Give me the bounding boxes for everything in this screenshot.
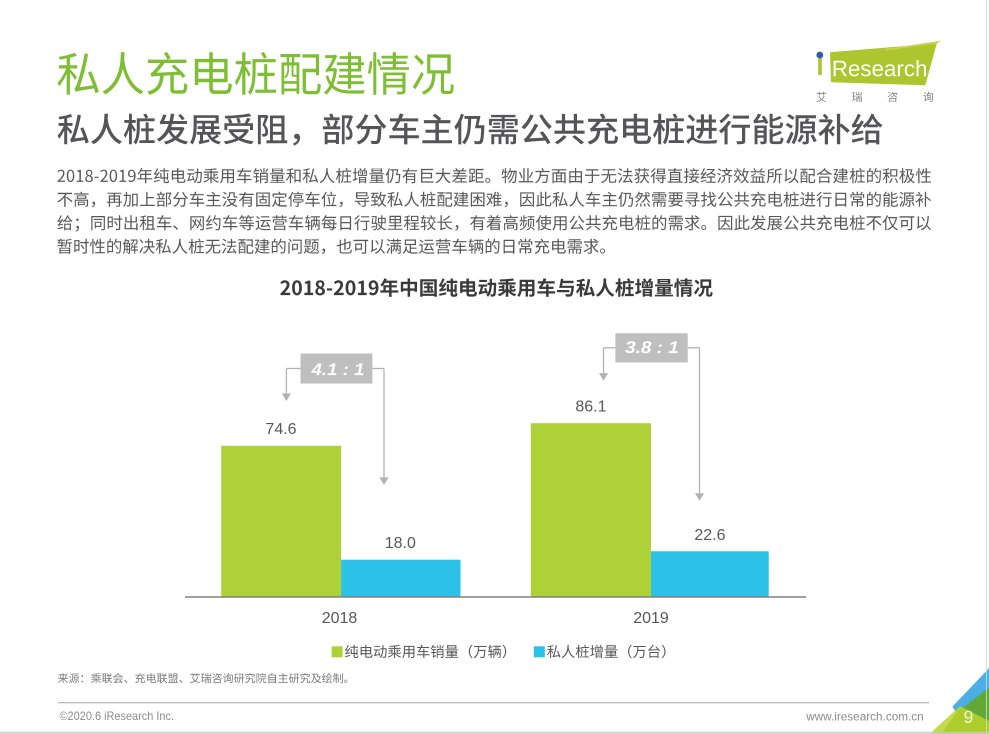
svg-text:74.6: 74.6: [265, 421, 296, 438]
svg-text:22.6: 22.6: [694, 527, 725, 544]
svg-text:2019: 2019: [633, 610, 669, 627]
svg-text:86.1: 86.1: [575, 399, 606, 416]
svg-text:www.iresearch.com.cn: www.iresearch.com.cn: [805, 709, 923, 723]
svg-text:18.0: 18.0: [385, 535, 416, 552]
svg-text:2018: 2018: [322, 610, 358, 627]
svg-text:©2020.6 iResearch Inc.: ©2020.6 iResearch Inc.: [60, 710, 175, 723]
